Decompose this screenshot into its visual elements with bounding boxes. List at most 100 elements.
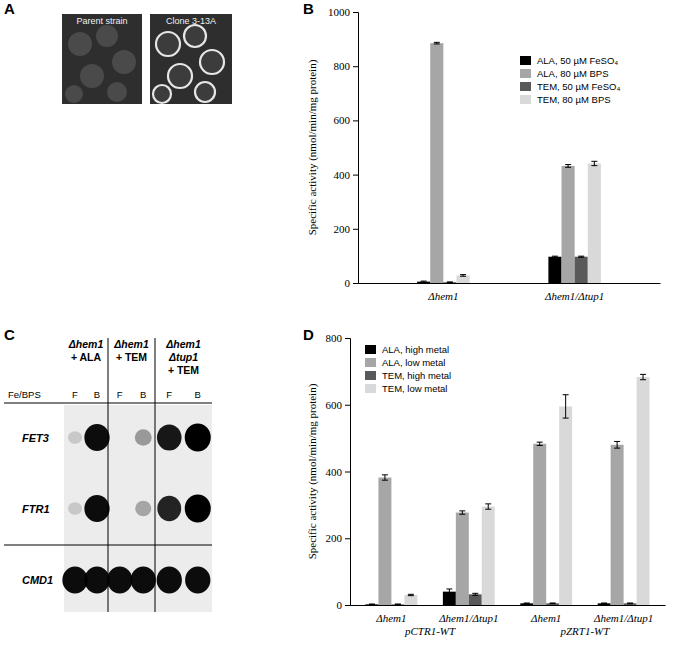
bar bbox=[546, 603, 559, 605]
legend-swatch bbox=[520, 69, 531, 78]
legend-swatch bbox=[520, 82, 531, 91]
error-cap bbox=[578, 256, 584, 257]
band bbox=[135, 429, 152, 445]
bar bbox=[482, 507, 495, 605]
gene-label: FET3 bbox=[22, 432, 49, 444]
legend-label: ALA, low metal bbox=[382, 357, 445, 368]
error-bar bbox=[408, 594, 414, 595]
error-stem bbox=[449, 589, 450, 594]
error-cap bbox=[472, 593, 478, 594]
legend-item: TEM, high metal bbox=[365, 370, 451, 381]
bar bbox=[637, 377, 650, 605]
x-axis: Δhem1Δhem1/Δtup1Δhem1Δhem1/Δtup1 bbox=[351, 605, 666, 624]
error-cap bbox=[524, 603, 530, 604]
blot bbox=[64, 405, 212, 612]
error-cap bbox=[563, 394, 569, 395]
x-tick: Δhem1/Δtup1 bbox=[593, 605, 653, 624]
legend-label: ALA, high metal bbox=[382, 344, 449, 355]
legend-swatch bbox=[365, 371, 376, 380]
group-label: pZRT1-WT bbox=[559, 625, 610, 637]
bar bbox=[533, 444, 546, 605]
band bbox=[107, 566, 132, 593]
category-label: Δhem1/Δtup1 bbox=[593, 612, 653, 624]
legend-label: ALA, 80 µM BPS bbox=[537, 68, 608, 79]
error-cap bbox=[460, 274, 466, 275]
error-cap bbox=[408, 594, 414, 595]
error-bar bbox=[627, 602, 633, 604]
gene-label: CMD1 bbox=[22, 574, 53, 586]
panel-label: D bbox=[303, 326, 314, 343]
category-label: Δhem1/Δtup1 bbox=[544, 290, 604, 302]
band bbox=[114, 433, 126, 443]
error-stem bbox=[617, 441, 618, 448]
error-cap bbox=[550, 602, 556, 603]
error-cap bbox=[395, 603, 401, 604]
group-label: pCTR1-WT bbox=[404, 625, 456, 637]
band bbox=[114, 504, 126, 514]
error-cap bbox=[552, 256, 558, 257]
error-bar bbox=[421, 281, 427, 282]
legend-swatch bbox=[365, 384, 376, 393]
lane-header: + ALA bbox=[71, 351, 102, 363]
lane-header: + TEM bbox=[116, 351, 147, 363]
bar bbox=[520, 603, 533, 605]
bar bbox=[624, 603, 637, 605]
error-cap bbox=[524, 602, 530, 603]
cell bbox=[168, 64, 192, 88]
legend: ALA, high metal ALA, low metal TEM, high m… bbox=[365, 344, 451, 394]
band bbox=[131, 566, 156, 593]
error-cap bbox=[640, 374, 646, 375]
y-tick-mark bbox=[353, 229, 358, 230]
y-tick-label: 200 bbox=[326, 532, 343, 544]
bar-panel: D0200400600800Δhem1Δhem1/Δtup1Δhem1Δhem1… bbox=[303, 326, 666, 637]
lane-header: Δhem1 bbox=[165, 338, 201, 350]
error-cap bbox=[447, 281, 453, 282]
error-cap bbox=[591, 161, 597, 162]
band bbox=[84, 424, 109, 451]
legend-item: ALA, 80 µM BPS bbox=[520, 68, 608, 79]
condition-label: B bbox=[140, 389, 146, 400]
error-stem bbox=[462, 511, 463, 514]
y-tick: 1000 bbox=[328, 6, 358, 18]
error-bar bbox=[591, 161, 597, 165]
legend-swatch bbox=[520, 56, 531, 65]
error-cap bbox=[640, 379, 646, 380]
error-bar bbox=[369, 603, 375, 605]
figure: B02004006008001000Δhem1Δhem1/Δtup1Specif… bbox=[0, 0, 681, 650]
y-tick: 600 bbox=[334, 114, 359, 126]
bar bbox=[456, 275, 469, 283]
error-cap bbox=[565, 167, 571, 168]
error-cap bbox=[565, 164, 571, 165]
separator bbox=[4, 545, 212, 546]
y-axis-line bbox=[345, 339, 351, 606]
condition-label: F bbox=[166, 389, 172, 400]
category-label: Δhem1/Δtup1 bbox=[438, 612, 498, 624]
bar bbox=[378, 478, 391, 605]
bar bbox=[430, 43, 443, 283]
micrograph bbox=[150, 14, 232, 104]
error-cap bbox=[485, 503, 491, 504]
lane-header: + TEM bbox=[168, 364, 199, 376]
y-tick: 400 bbox=[326, 466, 351, 478]
error-cap bbox=[485, 509, 491, 510]
bar bbox=[575, 257, 588, 283]
bar bbox=[456, 513, 469, 605]
y-tick-mark bbox=[353, 283, 358, 284]
band bbox=[157, 424, 182, 450]
band bbox=[62, 566, 87, 593]
band bbox=[185, 566, 210, 593]
error-bar bbox=[552, 256, 558, 257]
y-tick-label: 0 bbox=[337, 599, 343, 611]
cell bbox=[112, 50, 136, 74]
y-tick: 800 bbox=[334, 60, 359, 72]
error-cap bbox=[395, 604, 401, 605]
error-cap bbox=[614, 441, 620, 442]
y-tick: 200 bbox=[334, 223, 359, 235]
error-cap bbox=[434, 42, 440, 43]
lane-header: Δhem1 bbox=[68, 338, 104, 350]
bar bbox=[391, 604, 404, 605]
gene-label: FTR1 bbox=[22, 503, 50, 515]
legend-label: TEM, low metal bbox=[382, 383, 447, 394]
legend-item: ALA, 50 µM FeSO₄ bbox=[520, 55, 618, 66]
error-cap bbox=[563, 418, 569, 419]
